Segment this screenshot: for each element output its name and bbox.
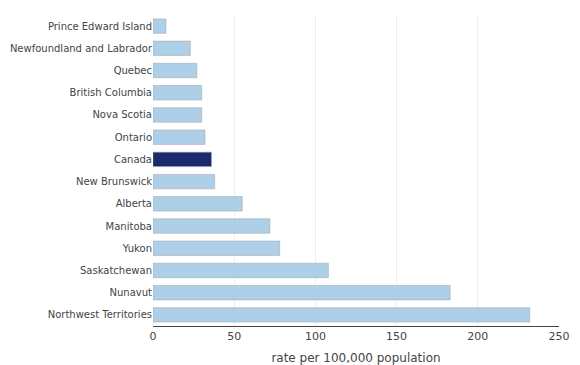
svg-text:Ontario: Ontario xyxy=(115,132,152,143)
svg-text:Nunavut: Nunavut xyxy=(110,287,153,298)
svg-text:British Columbia: British Columbia xyxy=(70,87,152,98)
svg-text:Saskatchewan: Saskatchewan xyxy=(80,265,152,276)
svg-text:Nova Scotia: Nova Scotia xyxy=(92,109,152,120)
svg-text:Prince Edward Island: Prince Edward Island xyxy=(48,21,152,32)
svg-text:250: 250 xyxy=(549,330,570,343)
svg-text:Canada: Canada xyxy=(114,154,152,165)
svg-text:0: 0 xyxy=(150,330,157,343)
svg-text:Northwest Territories: Northwest Territories xyxy=(48,309,152,320)
svg-text:Quebec: Quebec xyxy=(114,65,152,76)
svg-text:Manitoba: Manitoba xyxy=(106,221,152,232)
svg-text:100: 100 xyxy=(305,330,326,343)
svg-text:150: 150 xyxy=(386,330,407,343)
svg-text:200: 200 xyxy=(467,330,488,343)
svg-text:New Brunswick: New Brunswick xyxy=(76,176,152,187)
svg-text:Newfoundland and Labrador: Newfoundland and Labrador xyxy=(10,43,153,54)
svg-text:rate per 100,000 population: rate per 100,000 population xyxy=(271,351,440,365)
svg-text:50: 50 xyxy=(227,330,241,343)
svg-text:Alberta: Alberta xyxy=(116,198,152,209)
svg-text:Yukon: Yukon xyxy=(122,243,152,254)
